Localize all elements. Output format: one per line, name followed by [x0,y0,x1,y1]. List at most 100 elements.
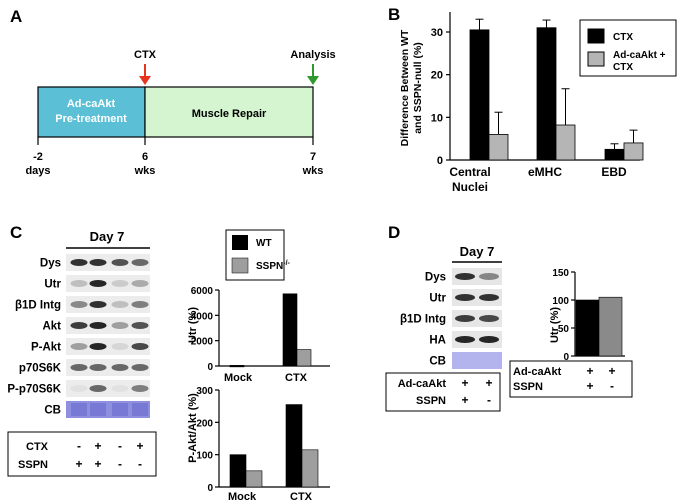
c-legend-label-wt: WT [256,238,272,249]
bar-ctx [604,148,625,161]
y-tick-label: 100 [552,296,569,307]
y-tick-label: 300 [196,386,213,397]
d-condition-box [385,372,501,412]
blot-strip [66,338,150,355]
blot-band [479,336,499,343]
b-category-label: eMHC [528,165,562,179]
panel-letter-b: B [388,5,400,24]
blot-band [131,322,149,329]
bar-wt [229,454,247,488]
blot-band [111,364,129,371]
b-ylabel-2: and SSPN-null (%) [412,42,424,134]
c-condition-value: + [94,439,101,453]
blot-band [89,385,107,392]
bar-akt-ctx [488,133,509,161]
c-condition-value: - [118,439,122,453]
repair-label: Muscle Repair [192,108,267,120]
d-blot-row-label: Utr [429,293,446,305]
blot-strip [452,268,502,285]
d-condition-value: + [461,393,468,407]
y-tick-label: 6000 [191,286,214,297]
y-tick-label: 50 [558,324,570,335]
blot-band [70,364,88,371]
coomassie-lane [90,403,106,416]
blot-strip [452,289,502,306]
blot-band [89,301,107,308]
b-legend-label-akt: Ad-caAkt + [613,50,666,61]
bar-wt [285,404,303,488]
panel-b-chart: Difference Between WT and SSPN-null (%) … [399,12,677,194]
y-tick-label: 200 [196,418,213,429]
tick-unit-2: wks [134,165,156,177]
y-tick-label: 10 [431,112,443,124]
d-chart-condition-box [509,360,633,398]
panel-c-legend: WT SSPN-/- [225,229,291,281]
ctx-label: CTX [134,49,157,61]
b-category-label: Central [449,165,490,179]
d-chart-condition-value: + [586,364,593,378]
b-legend-label-akt: CTX [613,62,633,73]
blot-band [455,315,475,322]
bar-ctx [536,27,557,161]
d-chart-condition-value: + [608,364,615,378]
panel-c-utr-chart: Utr (%) Mock CTX 0 2000 4000 6000 [187,286,330,384]
pretreatment-label-2: Pre-treatment [55,113,127,125]
panel-letter-a: A [10,7,22,26]
panel-letter-d: D [388,223,400,242]
blot-strip [66,359,150,376]
blot-band [479,273,499,280]
tick-label-3: 7 [310,151,316,163]
blot-band [479,294,499,301]
d-chart-condition-label: SSPN [513,381,543,393]
c-blot-row-label: Utr [44,279,61,291]
d-condition-value: - [487,393,491,407]
blot-band [70,322,88,329]
pretreatment-label-1: Ad-caAkt [67,98,116,110]
b-legend-swatch-akt [587,51,605,67]
blot-strip [66,296,150,313]
c-condition-value: + [136,439,143,453]
c-blot-row-label: Dys [40,258,61,270]
d-blot-title: Day 7 [460,244,495,259]
blot-band [89,364,107,371]
tick-label-2: 6 [142,151,148,163]
b-category-label: Nuclei [452,180,488,194]
blot-band [455,273,475,280]
analysis-label: Analysis [290,49,335,61]
panel-c-pakt-chart: P-Akt/Akt (%) Mock CTX 0 100 200 300 [187,386,330,503]
b-legend-label-ctx: CTX [613,32,633,43]
bar-sspn [296,349,312,367]
y-tick-label: 2000 [191,337,214,348]
c-blot-row-label: β1D Intg [15,300,61,312]
blot-band [111,301,129,308]
y-tick-label: 100 [196,451,213,462]
blot-band [89,343,107,350]
d-blot-row-label: HA [429,335,446,347]
blot-band [89,280,107,287]
blot-band [131,280,149,287]
blot-strip [66,380,150,397]
bar-ctx [469,29,490,161]
c-condition-value: + [94,457,101,471]
blot-band [131,301,149,308]
c-legend-label-sspn: SSPN-/- [256,260,291,272]
blot-band [131,364,149,371]
d-chart-condition-value: - [610,379,614,393]
blot-band [479,315,499,322]
y-tick-label: 0 [207,483,213,494]
c-blot-row-label: P-p70S6K [7,384,61,396]
d-blot-row-label: β1D Intg [400,314,446,326]
d-blot-row-label: Dys [425,272,446,284]
ctx-arrow-icon [139,64,151,85]
y-tick-label: 0 [563,352,569,363]
c-legend-swatch-wt [232,235,248,250]
bar-utr [575,299,600,357]
d-condition-value: + [485,376,492,390]
y-tick-label: 30 [431,27,443,39]
d-utr-ylabel: Utr (%) [549,307,561,343]
c-condition-label: SSPN [18,459,48,471]
c-blot-row-label: P-Akt [31,342,61,354]
panel-d-blot: Day 7 Dys Utr β1D Intg HA CB Ad-caAkt + + SSPN + - [385,244,502,412]
blot-strip [452,331,502,348]
